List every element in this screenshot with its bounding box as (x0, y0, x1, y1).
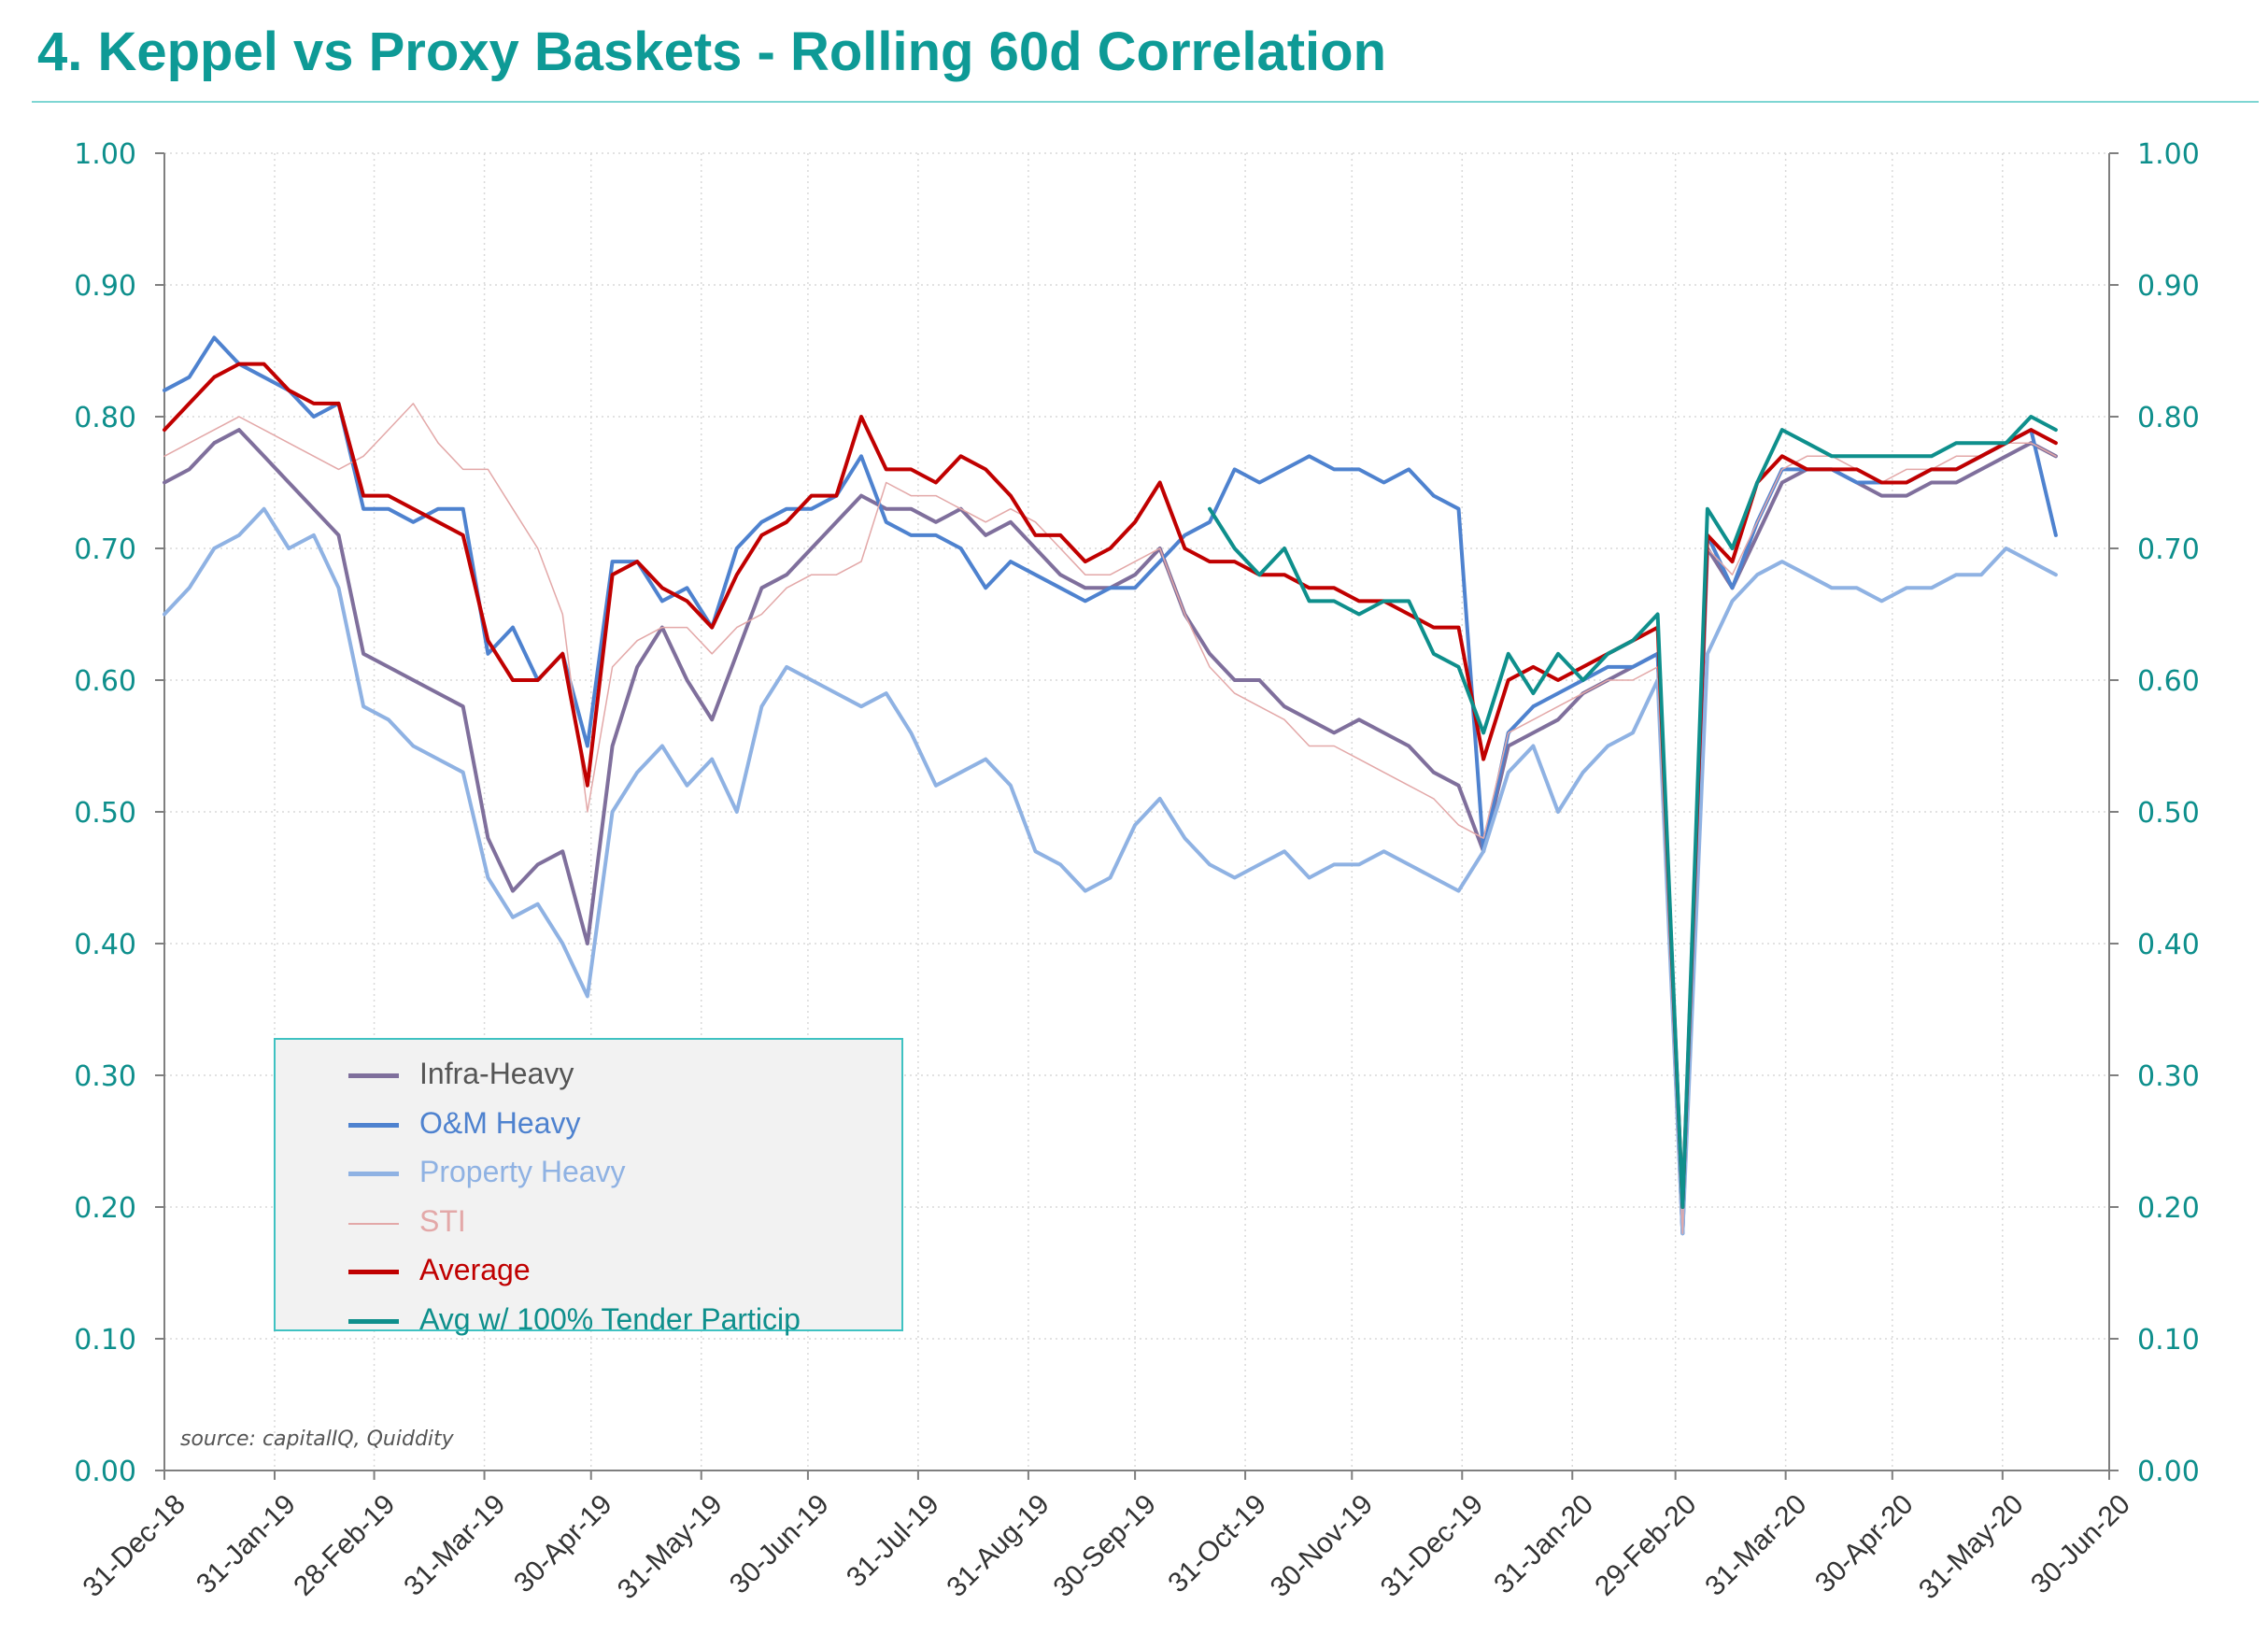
y-tick-label-right: 0.90 (2137, 270, 2200, 303)
x-tick-label: 31-Jul-19 (841, 1489, 945, 1594)
legend: Infra-Heavy O&M Heavy Property Heavy STI Ave… (274, 1038, 903, 1336)
y-tick-label-right: 0.60 (2137, 665, 2200, 698)
legend-label: Avg w/ 100% Tender Particip (419, 1301, 801, 1336)
y-tick-label-right: 0.50 (2137, 797, 2200, 830)
y-tick-label-right: 0.00 (2137, 1456, 2200, 1488)
legend-item-property-heavy: Property Heavy (276, 1149, 901, 1198)
x-tick-label: 30-Jun-19 (724, 1489, 835, 1600)
legend-item-o-m-heavy: O&M Heavy (276, 1101, 901, 1149)
x-tick-label: 30-Apr-19 (508, 1489, 618, 1599)
legend-item-avg-w-100-tender-particip: Avg w/ 100% Tender Particip (276, 1297, 901, 1345)
y-tick-label: 0.80 (74, 402, 136, 434)
legend-swatch (348, 1222, 399, 1225)
series-line-sti (163, 403, 2057, 1234)
x-tick-label: 30-Nov-19 (1265, 1489, 1379, 1603)
x-tick-label: 31-May-19 (612, 1489, 729, 1606)
y-tick-label: 0.00 (74, 1456, 136, 1488)
legend-swatch (348, 1122, 399, 1128)
series-lines (163, 335, 2058, 1236)
x-tick-label: 31-Dec-18 (77, 1489, 191, 1603)
legend-label: Average (419, 1253, 531, 1286)
tick-labels: 0.00 0.00 0.10 0.10 0.20 0.20 0.30 0.30 0.40 0.40… (74, 138, 2200, 1605)
legend-item-sti: STI (276, 1199, 901, 1247)
legend-swatch (348, 1073, 399, 1078)
y-tick-label: 1.00 (74, 138, 136, 171)
y-tick-label-right: 0.40 (2137, 929, 2200, 961)
x-tick-label: 31-Mar-19 (398, 1489, 511, 1602)
y-tick-label-right: 0.70 (2137, 533, 2200, 566)
y-tick-label: 0.90 (74, 270, 136, 303)
source-note: source: capitalIQ, Quiddity (180, 1428, 454, 1451)
x-tick-label: 31-Jan-20 (1488, 1489, 1599, 1600)
y-tick-label-right: 1.00 (2137, 138, 2200, 171)
x-tick-label: 31-Mar-20 (1699, 1489, 1812, 1602)
y-tick-label: 0.30 (74, 1060, 136, 1093)
gridlines (163, 152, 2110, 1471)
page-title: 4. Keppel vs Proxy Baskets - Rolling 60d… (37, 21, 1386, 82)
y-tick-label: 0.70 (74, 533, 136, 566)
y-tick-label-right: 0.10 (2137, 1324, 2200, 1357)
series-line-avg-w-100-tender-particip (1208, 415, 2058, 1209)
x-tick-label: 30-Sep-19 (1048, 1489, 1162, 1603)
legend-swatch (348, 1172, 399, 1176)
title-divider (32, 101, 2259, 103)
x-tick-label: 29-Feb-20 (1589, 1489, 1702, 1602)
series-line-property-heavy (163, 506, 2058, 1236)
x-tick-label: 31-May-20 (1913, 1489, 2030, 1606)
y-tick-label: 0.50 (74, 797, 136, 830)
x-tick-label: 30-Jun-20 (2025, 1489, 2136, 1600)
y-tick-label-right: 0.20 (2137, 1192, 2200, 1225)
legend-label: O&M Heavy (419, 1105, 581, 1140)
x-tick-label: 31-Dec-19 (1375, 1489, 1489, 1603)
legend-swatch (348, 1318, 399, 1324)
x-tick-label: 31-Oct-19 (1162, 1489, 1272, 1599)
legend-label: Property Heavy (419, 1155, 626, 1188)
x-tick-label: 31-Jan-19 (191, 1489, 302, 1600)
y-tick-label: 0.20 (74, 1192, 136, 1225)
series-line-average (163, 362, 2058, 1209)
y-tick-label: 0.10 (74, 1324, 136, 1357)
legend-item-infra-heavy: Infra-Heavy (276, 1051, 901, 1100)
y-tick-label: 0.60 (74, 665, 136, 698)
axes (155, 152, 2119, 1480)
x-tick-label: 31-Aug-19 (941, 1489, 1055, 1603)
legend-item-average: Average (276, 1247, 901, 1296)
y-tick-label-right: 0.80 (2137, 402, 2200, 434)
x-tick-label: 28-Feb-19 (288, 1489, 401, 1602)
legend-label: STI (419, 1203, 466, 1238)
y-tick-label-right: 0.30 (2137, 1060, 2200, 1093)
legend-swatch (348, 1270, 399, 1274)
legend-label: Infra-Heavy (419, 1057, 574, 1090)
x-tick-label: 30-Apr-20 (1809, 1489, 1920, 1599)
y-tick-label: 0.40 (74, 929, 136, 961)
